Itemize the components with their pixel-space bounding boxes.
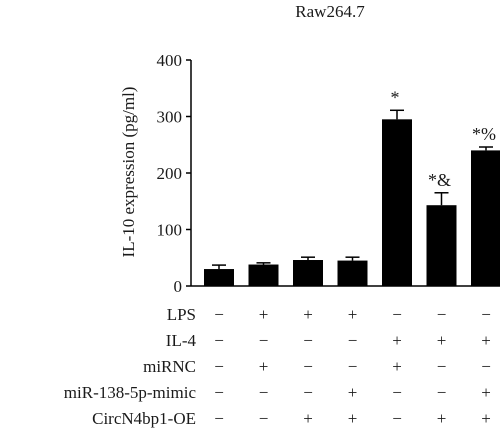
condition-mark: + [348, 305, 358, 324]
bar [248, 264, 279, 286]
y-tick-label: 300 [157, 108, 183, 127]
bar [337, 260, 368, 286]
significance-label: *& [428, 170, 451, 190]
significance-label: *% [472, 124, 496, 144]
condition-mark: − [259, 383, 269, 402]
condition-mark: + [303, 305, 313, 324]
condition-mark: − [303, 383, 313, 402]
chart-title: Raw264.7 [295, 2, 365, 21]
axes: 0 100 200 300 400 [157, 51, 500, 296]
condition-label: CircN4bp1-OE [92, 409, 196, 428]
condition-mark: + [259, 305, 269, 324]
condition-mark: + [481, 383, 491, 402]
condition-mark: − [259, 409, 269, 428]
condition-mark: + [259, 357, 269, 376]
condition-mark: − [481, 305, 491, 324]
condition-mark: + [348, 383, 358, 402]
condition-mark: + [437, 331, 447, 350]
condition-label: IL-4 [166, 331, 197, 350]
condition-mark: − [303, 331, 313, 350]
bar [204, 269, 234, 286]
y-tick-label: 200 [157, 164, 183, 183]
condition-mark: − [437, 357, 447, 376]
y-tick-label: 100 [157, 221, 183, 240]
condition-mark: − [348, 331, 358, 350]
condition-mark: + [481, 331, 491, 350]
significance-label: * [391, 87, 400, 107]
condition-table: LPS − + + + − − −IL-4− − − − + + +miRNC − + − − + − −miR-138… [64, 305, 491, 428]
bar [382, 119, 412, 286]
condition-mark: − [392, 305, 402, 324]
condition-mark: + [481, 409, 491, 428]
condition-mark: − [259, 331, 269, 350]
condition-label: miRNC [143, 357, 196, 376]
condition-mark: + [348, 409, 358, 428]
condition-mark: − [437, 383, 447, 402]
condition-mark: + [303, 409, 313, 428]
y-axis-label: IL-10 expression (pg/ml) [119, 87, 138, 258]
y-tick-label: 0 [174, 277, 183, 296]
condition-mark: + [437, 409, 447, 428]
condition-mark: − [437, 305, 447, 324]
condition-mark: − [214, 383, 224, 402]
bar [426, 205, 457, 286]
bar [471, 150, 500, 286]
condition-mark: − [392, 409, 402, 428]
condition-label: LPS [167, 305, 196, 324]
y-tick-label: 400 [157, 51, 183, 70]
annotations: * *& *% [391, 87, 497, 189]
condition-label: miR-138-5p-mimic [64, 383, 197, 402]
bar [293, 260, 323, 286]
condition-mark: − [214, 409, 224, 428]
bars [204, 109, 500, 286]
condition-mark: − [481, 357, 491, 376]
condition-mark: − [214, 305, 224, 324]
condition-mark: − [348, 357, 358, 376]
condition-mark: − [214, 331, 224, 350]
condition-mark: − [392, 383, 402, 402]
condition-mark: + [392, 357, 402, 376]
condition-mark: + [392, 331, 402, 350]
condition-mark: − [303, 357, 313, 376]
condition-mark: − [214, 357, 224, 376]
